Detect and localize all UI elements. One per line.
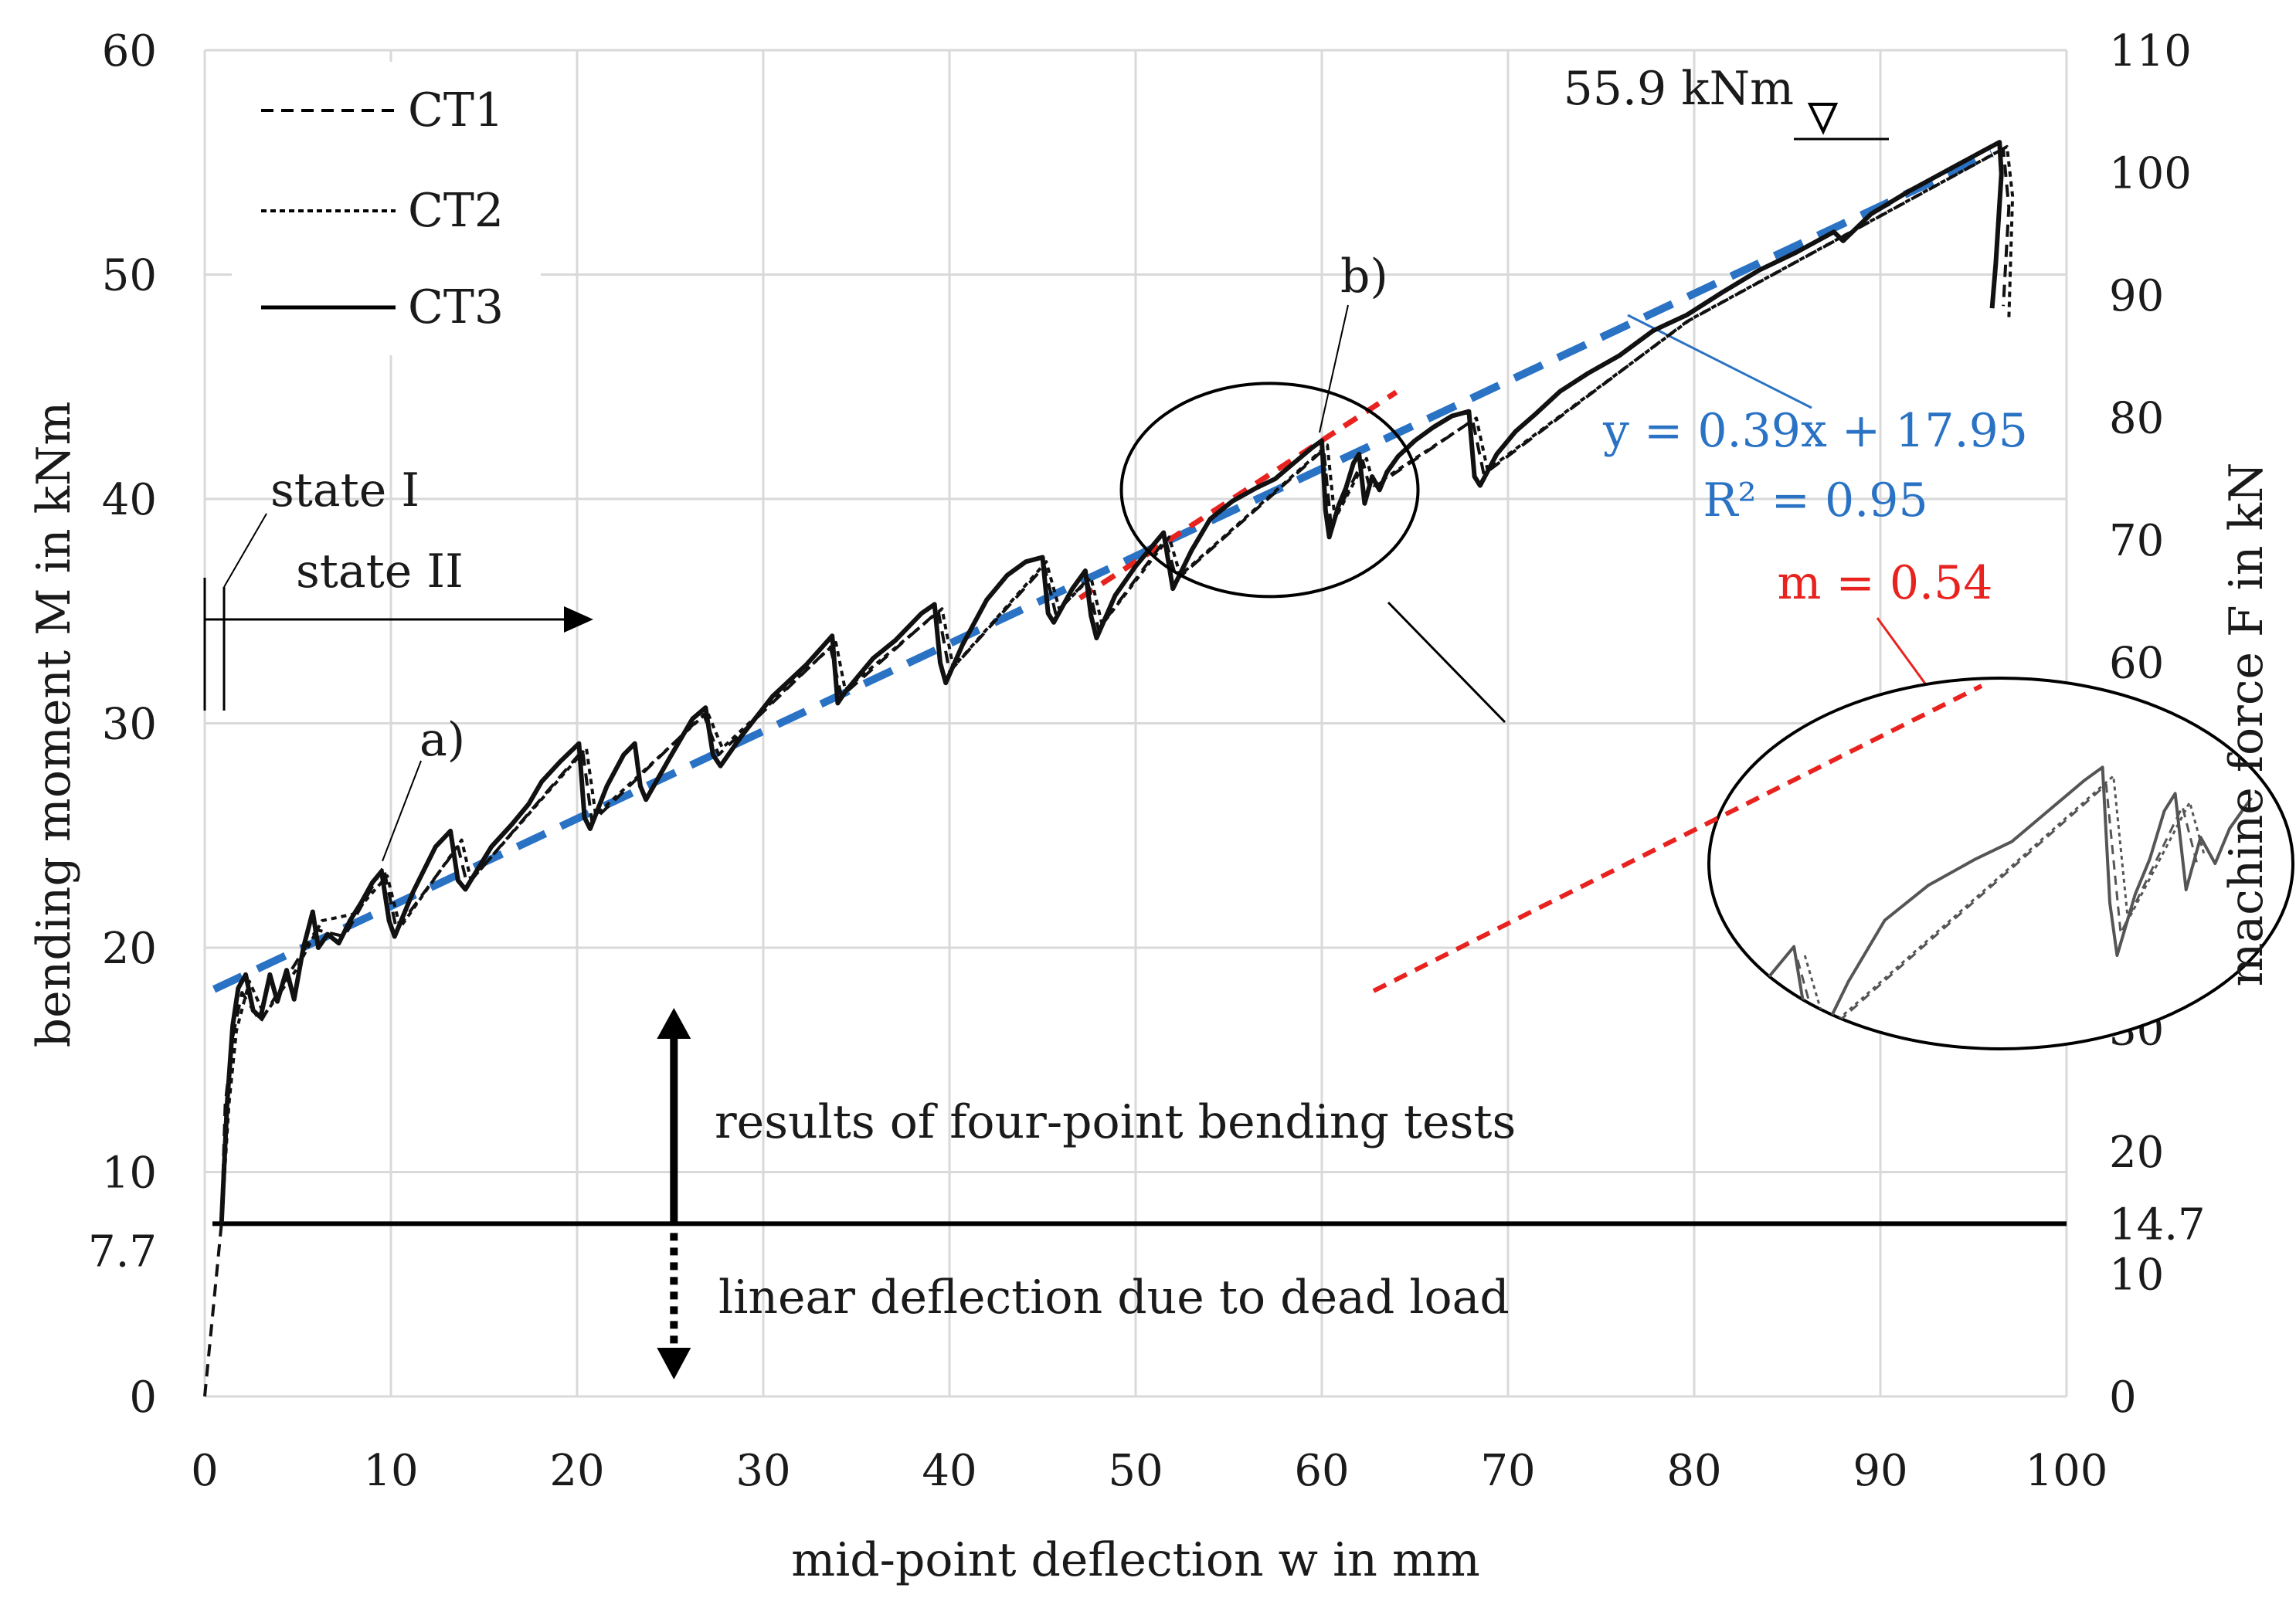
y-tick-label: 0 (129, 1372, 157, 1423)
state-2-label: state II (296, 545, 464, 599)
zoom-inset (1119, 382, 2294, 1050)
point-b-label: b) (1340, 249, 1388, 304)
results-arrow-head (657, 1008, 691, 1039)
zoom-target-ellipse (1707, 677, 2294, 1050)
y2-tick-label: 60 (2109, 638, 2164, 688)
legend-label-ct3: CT3 (408, 280, 504, 334)
zoom-source-ellipse (1119, 382, 1420, 599)
zoom-connector (1387, 601, 1506, 724)
max-moment-triangle (1807, 103, 1839, 135)
upper-region-label: results of four-point bending tests (715, 1095, 1516, 1149)
point-a-label: a) (419, 713, 465, 767)
x-tick-label: 50 (1108, 1446, 1163, 1496)
annotations (203, 103, 2067, 1379)
x-tick-label: 40 (922, 1446, 976, 1496)
y-tick-label: 30 (102, 700, 157, 750)
point-b-leader (1319, 304, 1349, 433)
series (203, 140, 2015, 1397)
regression-r2: R² = 0.95 (1703, 473, 1927, 528)
y2-tick-label: 100 (2109, 148, 2192, 198)
state-1-leader (223, 513, 267, 588)
y2-tick-label: 0 (2109, 1372, 2137, 1423)
x-tick-label: 60 (1294, 1446, 1349, 1496)
state-2-arrow-head (564, 606, 593, 633)
x-tick-label: 10 (363, 1446, 418, 1496)
y2-tick-label: 20 (2109, 1128, 2164, 1178)
x-tick-label: 100 (2026, 1446, 2108, 1496)
series-line-ct3 (219, 140, 2004, 1224)
x-tick-label: 80 (1666, 1446, 1721, 1496)
legend-label-ct1: CT1 (408, 83, 504, 137)
regression-equation: y = 0.39x + 17.95 (1602, 404, 2028, 458)
y2-tick-label-baseline: 14.7 (2109, 1199, 2206, 1250)
legend-label-ct2: CT2 (408, 184, 504, 238)
y-tick-label: 50 (102, 251, 157, 301)
regression-line (212, 150, 1994, 993)
zoom-tangent-line (1372, 684, 1983, 993)
tangent-line (1078, 389, 1398, 601)
state-1-label: state I (270, 463, 419, 517)
y2-tick-label: 80 (2109, 393, 2164, 443)
legend: CT1 CT2 CT3 (232, 62, 541, 355)
y-tick-label: 20 (102, 924, 157, 974)
y2-tick-label: 110 (2109, 26, 2192, 76)
y-axis-title: bending moment M in kNm (27, 402, 81, 1048)
y2-axis-title: machine force F in kN (2220, 463, 2274, 987)
y-tick-label: 40 (102, 475, 157, 525)
x-tick-label: 20 (549, 1446, 604, 1496)
y2-tick-label: 10 (2109, 1250, 2164, 1301)
y-tick-label: 60 (102, 26, 157, 76)
x-tick-label: 0 (191, 1446, 219, 1496)
x-tick-label: 30 (735, 1446, 790, 1496)
tangent-slope-label: m = 0.54 (1778, 556, 1993, 610)
max-moment-label: 55.9 kNm (1564, 62, 1794, 116)
y2-tick-label: 70 (2109, 516, 2164, 566)
lower-region-label: linear deflection due to dead load (718, 1271, 1510, 1325)
dead-load-arrow-head (657, 1348, 691, 1379)
axes: 0 10 20 30 40 50 60 70 80 90 10001020304050607.701… (88, 26, 2206, 1496)
y-tick-label: 10 (102, 1148, 157, 1199)
x-axis-title: mid-point deflection w in mm (791, 1533, 1480, 1587)
x-tick-label: 70 (1480, 1446, 1535, 1496)
y2-tick-label: 90 (2109, 271, 2164, 321)
x-tick-label: 90 (1853, 1446, 1907, 1496)
point-a-leader (382, 760, 422, 862)
y-tick-label-baseline: 7.7 (88, 1227, 157, 1277)
